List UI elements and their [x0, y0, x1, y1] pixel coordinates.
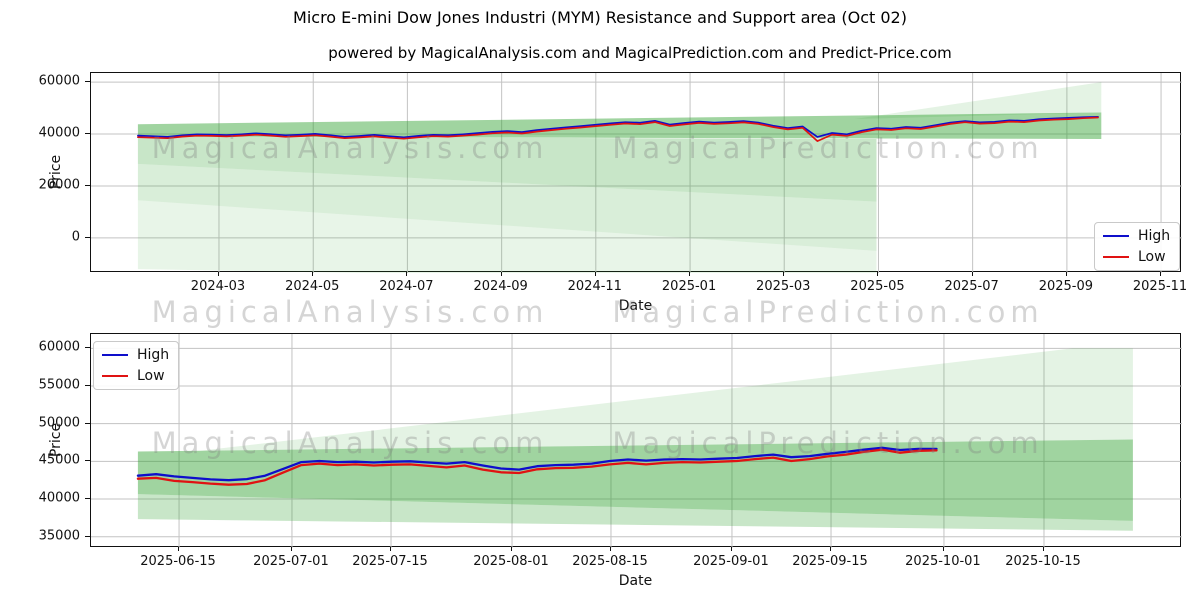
watermark-text: MagicalPrediction.com [612, 295, 1044, 329]
x-tick-label: 2025-09 [1038, 279, 1094, 294]
high-line [136, 446, 938, 482]
low-line [136, 448, 938, 486]
legend-label: Low [1138, 249, 1166, 265]
x-tick-mark [730, 547, 732, 551]
legend-label: Low [137, 368, 165, 384]
x-tick-label: 2025-09-01 [693, 554, 769, 569]
x-tick-label: 2024-03 [190, 279, 246, 294]
low-line-sample-icon [1103, 256, 1129, 258]
x-axis-label: Date [618, 573, 653, 589]
y-tick-label: 20000 [38, 177, 80, 193]
x-tick-label: 2025-08-01 [473, 554, 549, 569]
x-tick-mark [594, 272, 596, 276]
x-tick-label: 2025-06-15 [140, 554, 216, 569]
top-chart-legend: High Low [1094, 222, 1181, 271]
support-resistance-band [137, 136, 877, 202]
support-resistance-band [137, 163, 877, 251]
bottom-chart-legend: High Low [93, 341, 180, 390]
y-tick-mark [85, 460, 90, 462]
y-tick-label: 40000 [38, 490, 80, 506]
y-tick-label: 35000 [38, 528, 80, 544]
legend-label: High [1138, 228, 1171, 244]
y-axis-label: Price [48, 422, 64, 458]
y-tick-label: 55000 [38, 377, 80, 393]
chart-subtitle: powered by MagicalAnalysis.com and Magic… [328, 44, 952, 62]
bottom-chart-axes [90, 333, 1182, 548]
support-resistance-band [200, 348, 1133, 451]
legend-item-low: Low [102, 368, 169, 384]
support-resistance-band [137, 494, 1133, 531]
y-tick-mark [85, 535, 90, 537]
y-tick-mark [85, 347, 90, 349]
x-tick-label: 2025-03 [756, 279, 811, 294]
y-tick-label: 40000 [38, 125, 80, 141]
x-tick-label: 2025-10-01 [905, 554, 981, 569]
watermark-text: MagicalAnalysis.com [151, 295, 549, 329]
high-line-sample-icon [1103, 235, 1129, 237]
x-tick-mark [500, 272, 502, 276]
legend-item-low: Low [1103, 249, 1170, 265]
chart-title: Micro E-mini Dow Jones Industri (MYM) Re… [293, 8, 907, 27]
x-tick-mark [877, 272, 879, 276]
x-tick-mark [178, 547, 180, 551]
x-tick-mark [689, 272, 691, 276]
y-tick-label: 50000 [38, 415, 80, 431]
bottom-chart-plot [91, 334, 1182, 548]
x-tick-mark [942, 547, 944, 551]
legend-item-high: High [102, 347, 169, 363]
top-chart-axes [90, 72, 1182, 273]
top-chart-plot [91, 73, 1182, 273]
legend-label: High [137, 347, 170, 363]
x-tick-mark [290, 547, 292, 551]
y-axis-label: Price [48, 154, 64, 190]
y-tick-mark [85, 133, 90, 135]
x-tick-mark [312, 272, 314, 276]
legend-item-high: High [1103, 228, 1170, 244]
x-axis-label: Date [618, 298, 653, 314]
x-tick-label: 2024-11 [567, 279, 622, 294]
y-tick-mark [85, 236, 90, 238]
y-tick-mark [85, 81, 90, 83]
y-tick-label: 60000 [38, 339, 80, 355]
y-tick-label: 60000 [38, 73, 80, 89]
x-tick-mark [609, 547, 611, 551]
x-tick-mark [1042, 547, 1044, 551]
x-tick-label: 2025-10-15 [1005, 554, 1081, 569]
support-resistance-band [137, 439, 1133, 521]
x-tick-label: 2025-07-15 [352, 554, 428, 569]
x-tick-label: 2024-07 [379, 279, 434, 294]
x-tick-mark [830, 547, 832, 551]
y-tick-mark [85, 498, 90, 500]
x-tick-label: 2025-07 [944, 279, 999, 294]
x-tick-label: 2024-05 [285, 279, 340, 294]
x-tick-label: 2025-09-15 [792, 554, 868, 569]
x-tick-label: 2025-08-15 [572, 554, 648, 569]
support-resistance-band [137, 200, 877, 273]
high-line-sample-icon [102, 354, 128, 356]
x-tick-mark [783, 272, 785, 276]
low-line [137, 116, 1099, 142]
x-tick-mark [511, 547, 513, 551]
x-tick-mark [1065, 272, 1067, 276]
y-tick-mark [85, 422, 90, 424]
x-tick-mark [406, 272, 408, 276]
y-tick-label: 45000 [38, 452, 80, 468]
x-tick-mark [971, 272, 973, 276]
y-tick-mark [85, 384, 90, 386]
y-tick-label: 0 [71, 229, 80, 245]
low-line-sample-icon [102, 375, 128, 377]
support-resistance-band [854, 82, 1102, 119]
x-tick-mark [217, 272, 219, 276]
x-tick-label: 2025-01 [661, 279, 717, 294]
x-tick-label: 2025-05 [850, 279, 905, 294]
x-tick-label: 2024-09 [473, 279, 528, 294]
x-tick-mark [390, 547, 392, 551]
x-tick-mark [1160, 272, 1162, 276]
high-line [137, 115, 1099, 139]
y-tick-mark [85, 184, 90, 186]
x-tick-label: 2025-07-01 [253, 554, 329, 569]
x-tick-label: 2025-11 [1132, 279, 1188, 294]
